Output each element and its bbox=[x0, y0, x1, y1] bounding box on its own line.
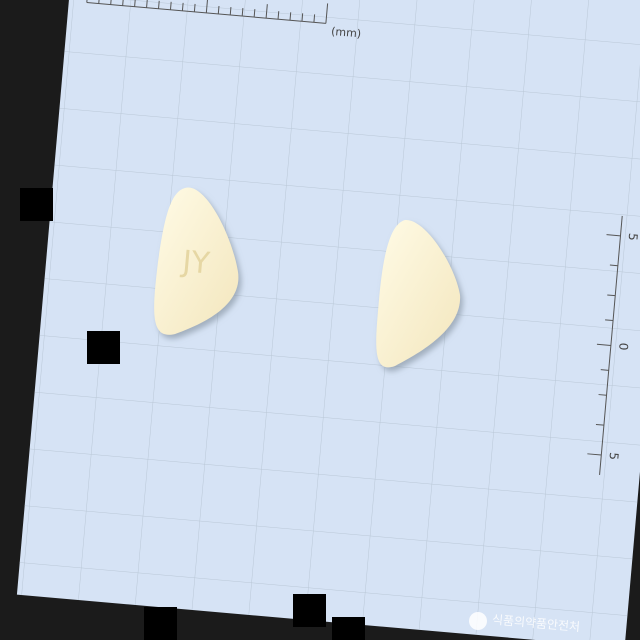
redaction bbox=[332, 617, 365, 640]
pill-imprint: JY bbox=[179, 244, 212, 281]
ruler-top bbox=[86, 0, 329, 24]
redaction bbox=[293, 594, 326, 627]
redaction bbox=[144, 607, 177, 640]
ruler-label: 10 bbox=[320, 0, 336, 3]
ruler-label: 5 bbox=[606, 452, 621, 461]
redaction bbox=[87, 331, 120, 364]
ruler-right bbox=[587, 215, 623, 475]
ruler-label: 5 bbox=[626, 233, 640, 242]
ruler-unit: (mm) bbox=[331, 25, 362, 41]
pill bbox=[154, 187, 239, 335]
redaction bbox=[20, 188, 53, 221]
pill bbox=[376, 219, 461, 368]
grid-sheet: 0 10 (mm) 5 0 5 bbox=[16, 0, 640, 640]
grid bbox=[16, 0, 640, 640]
watermark-logo bbox=[469, 612, 487, 630]
ruler-label: 0 bbox=[616, 342, 631, 351]
